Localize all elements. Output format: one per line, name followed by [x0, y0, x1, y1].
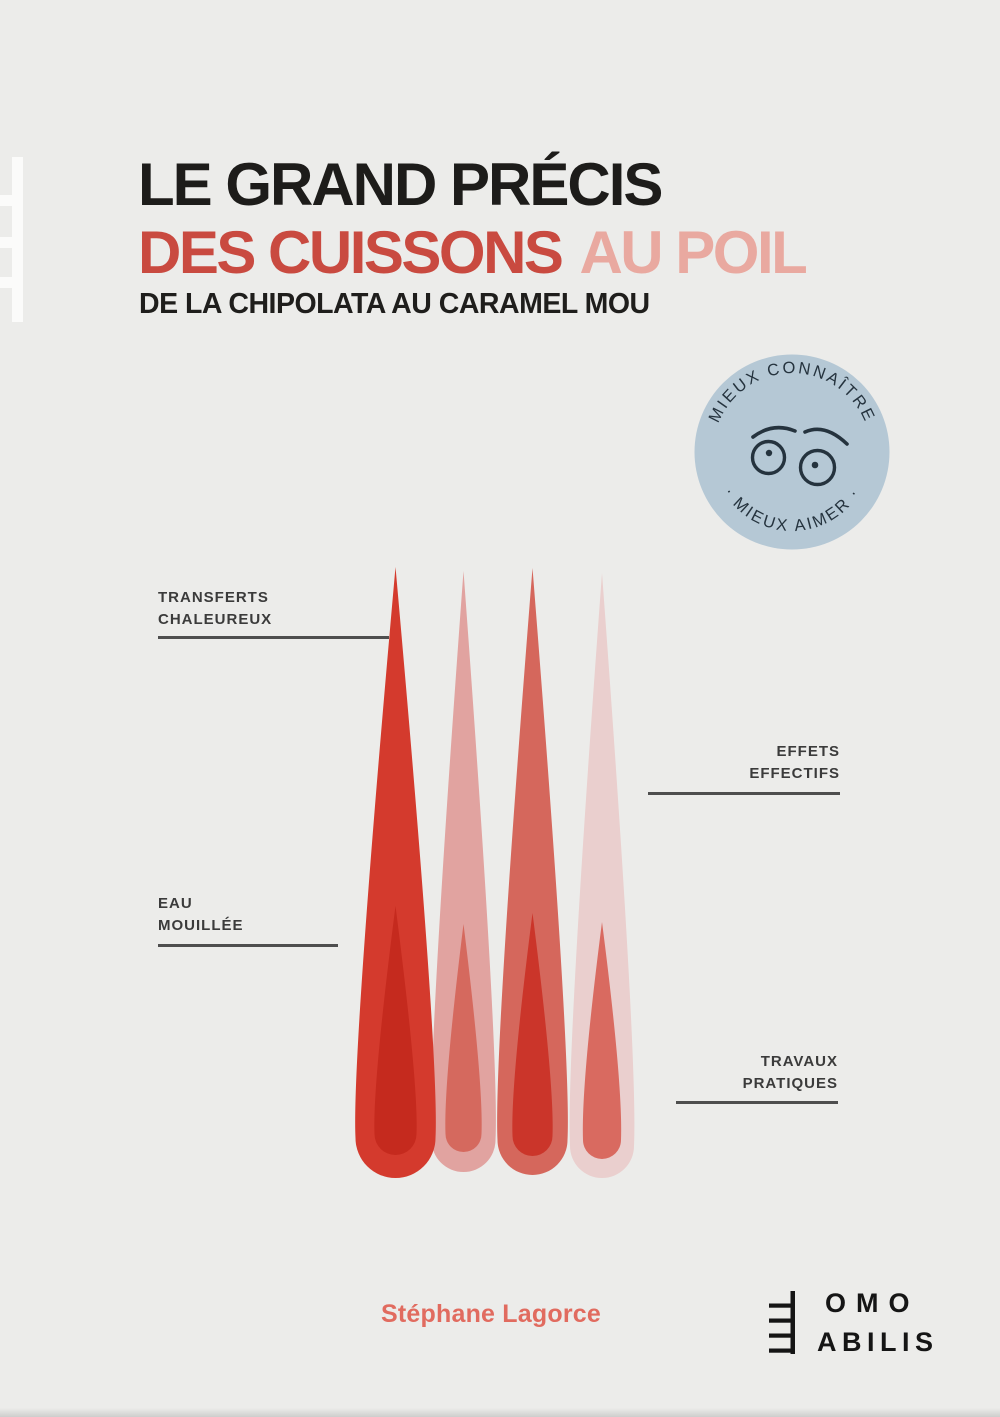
label-line: MOUILLÉE	[158, 917, 244, 934]
publisher-word-2: ABILIS	[817, 1327, 939, 1357]
badge: MIEUX CONNAÎTRE · MIEUX AIMER ·	[694, 354, 890, 550]
label-line: EFFETS	[776, 743, 840, 760]
subtitle: DE LA CHIPOLATA AU CARAMEL MOU	[139, 288, 650, 320]
author-name: Stéphane Lagorce	[381, 1300, 601, 1328]
spike-1-inner	[374, 906, 417, 1155]
spike-1-outer	[355, 567, 436, 1178]
spike-3-inner	[512, 913, 553, 1156]
edge-ladder-rung	[0, 277, 12, 288]
wide-open-eyes-icon	[750, 425, 849, 487]
label-line: EAU	[158, 895, 193, 912]
ladder-h-icon	[769, 1291, 795, 1354]
title-line-2: DES CUISSONS AU POIL	[138, 219, 808, 286]
label-line: PRATIQUES	[742, 1075, 838, 1092]
publisher-word-1: OMO	[825, 1288, 920, 1318]
leader-line	[676, 1101, 838, 1104]
label-eau-mouillee: EAU MOUILLÉE	[158, 893, 244, 937]
spike-4-inner	[582, 922, 622, 1159]
edge-ladder-rung	[0, 237, 12, 248]
title-line-2-pink: AU POIL	[579, 219, 807, 286]
spike-2-inner	[445, 924, 482, 1152]
edge-ladder-rung	[0, 195, 12, 206]
edge-ladder-mark	[0, 157, 24, 322]
label-transferts-chaleureux: TRANSFERTS CHALEUREUX	[158, 587, 272, 631]
leader-line	[158, 636, 389, 639]
edge-ladder-bar	[12, 157, 23, 322]
label-line: TRANSFERTS	[158, 589, 269, 606]
title-line-2-red: DES CUISSONS	[138, 219, 564, 286]
leader-line	[648, 792, 840, 795]
label-travaux-pratiques: TRAVAUX PRATIQUES	[743, 1051, 838, 1095]
title-line-1: LE GRAND PRÉCIS	[138, 151, 663, 218]
label-line: CHALEUREUX	[158, 611, 273, 628]
label-line: TRAVAUX	[760, 1053, 838, 1070]
leader-line	[158, 944, 338, 947]
label-effets-effectifs: EFFETS EFFECTIFS	[749, 741, 840, 785]
spike-2-outer	[431, 571, 496, 1172]
spike-4-outer	[569, 573, 635, 1178]
spike-3-outer	[497, 568, 568, 1175]
label-line: EFFECTIFS	[749, 765, 840, 782]
badge-circle	[694, 354, 890, 550]
publisher-logo-homo-habilis: OMO ABILIS	[769, 1288, 949, 1357]
